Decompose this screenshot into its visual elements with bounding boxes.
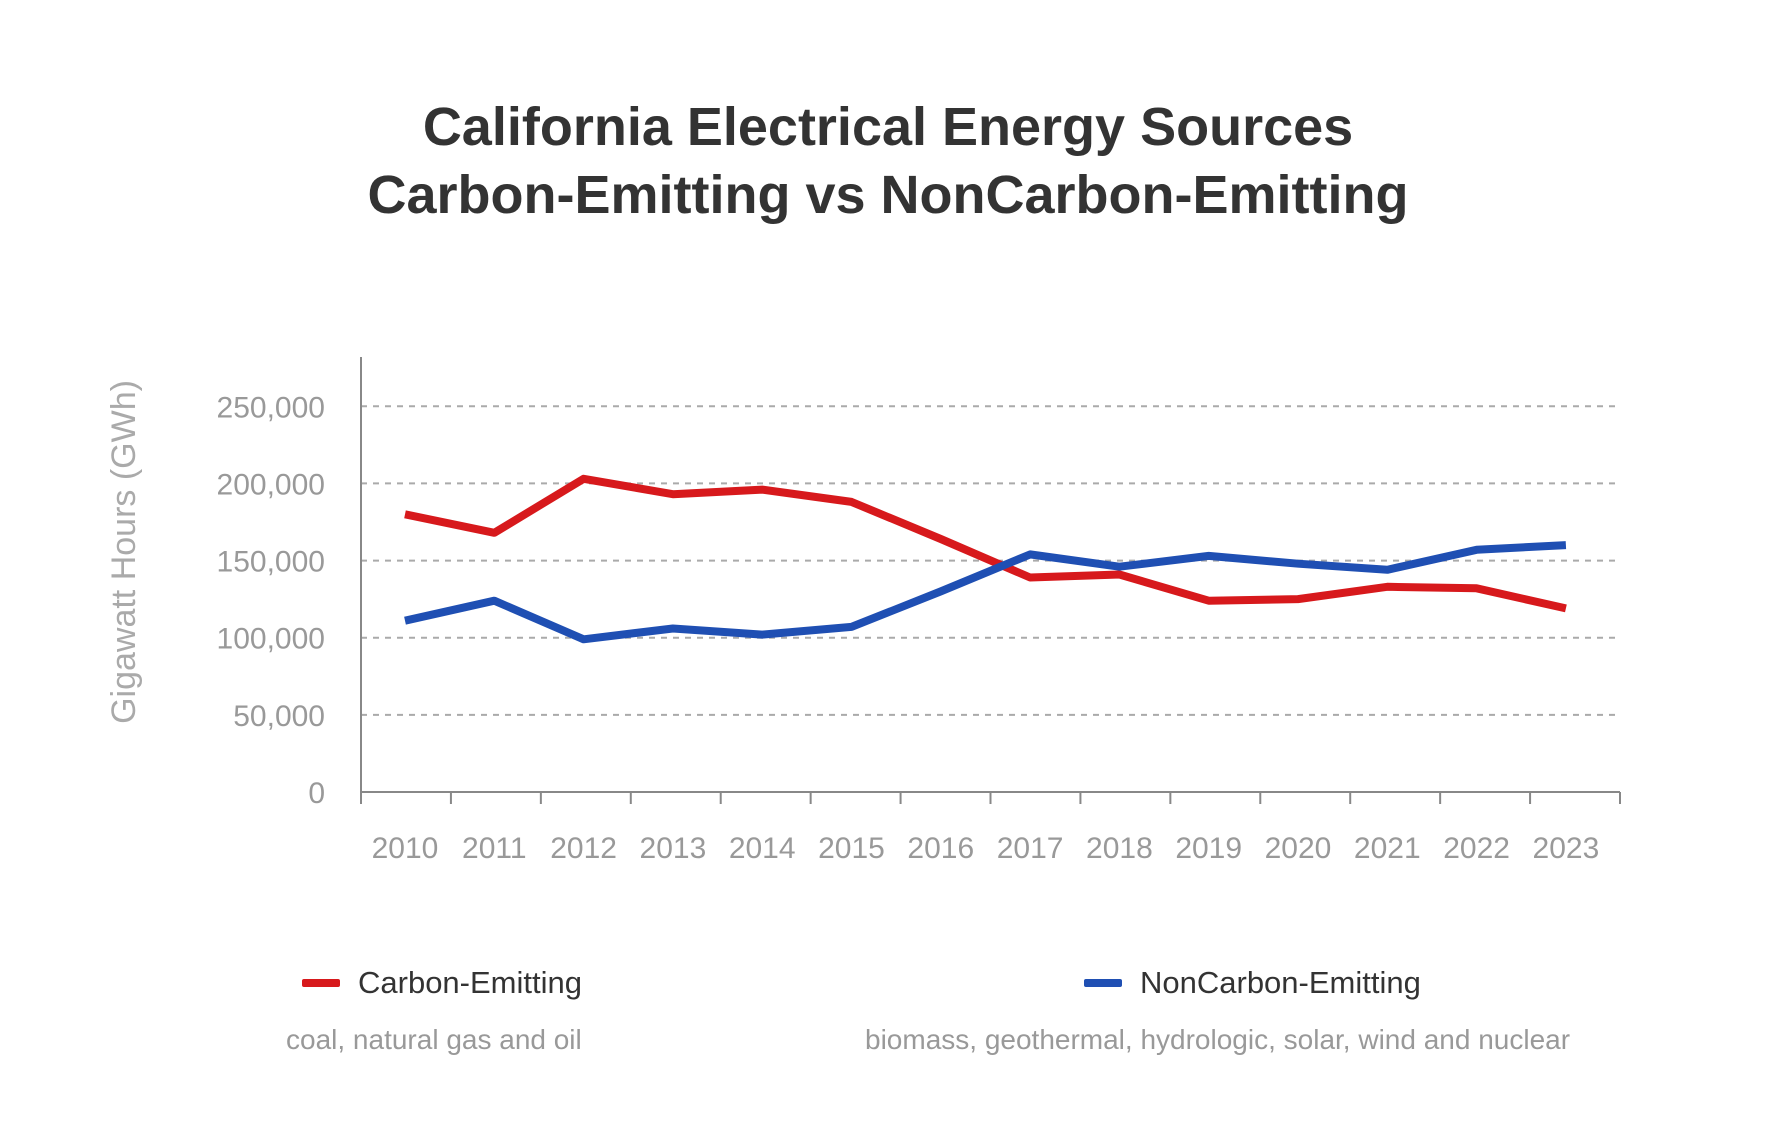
chart-title-line-2: Carbon-Emitting vs NonCarbon-Emitting [367, 165, 1409, 225]
y-axis-title: Gigawatt Hours (GWh) [105, 380, 143, 724]
x-tick-label: 2010 [372, 832, 439, 865]
x-tick-label: 2016 [907, 832, 974, 865]
legend-label-noncarbon: NonCarbon-Emitting [1140, 965, 1421, 1000]
x-tick-label: 2020 [1265, 832, 1332, 865]
legend-description-noncarbon: biomass, geothermal, hydrologic, solar, … [865, 1024, 1571, 1055]
y-tick-label: 100,000 [217, 623, 325, 656]
y-tick-label: 250,000 [217, 391, 325, 424]
y-tick-label: 50,000 [233, 700, 325, 733]
legend-label-carbon: Carbon-Emitting [358, 965, 582, 1000]
legend-item-carbon: Carbon-Emitting [302, 963, 582, 1003]
legend-swatch-carbon [302, 979, 340, 987]
y-tick-label: 150,000 [217, 546, 325, 579]
series-line-carbon [404, 474, 1567, 613]
chart-title-line-1: California Electrical Energy Sources [422, 97, 1354, 157]
x-tick-label: 2015 [818, 832, 885, 865]
x-tick-label: 2021 [1354, 832, 1421, 865]
x-tick-label: 2018 [1086, 832, 1153, 865]
x-tick-label: 2019 [1175, 832, 1242, 865]
x-tick-label: 2011 [462, 832, 527, 865]
x-tick-label: 2014 [729, 832, 796, 865]
x-tick-label: 2022 [1443, 832, 1510, 865]
x-tick-label: 2023 [1533, 832, 1600, 865]
y-tick-label: 200,000 [217, 468, 325, 501]
y-tick-label: 0 [308, 777, 325, 810]
legend-item-noncarbon: NonCarbon-Emitting [1084, 963, 1421, 1003]
x-tick-label: 2017 [997, 832, 1064, 865]
x-tick-label: 2012 [550, 832, 617, 865]
legend-swatch-noncarbon [1084, 979, 1122, 987]
legend-description-carbon: coal, natural gas and oil [286, 1024, 582, 1055]
series-line-noncarbon [404, 541, 1567, 644]
x-tick-label: 2013 [640, 832, 707, 865]
